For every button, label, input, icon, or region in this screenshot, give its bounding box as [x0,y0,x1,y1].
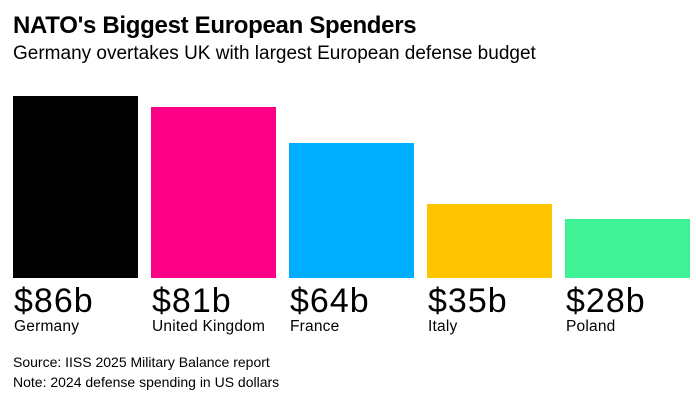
bar-chart: $86b Germany $81b United Kingdom $64b Fr… [13,96,690,336]
bar-column: $28b Poland [565,96,690,336]
source-note: Source: IISS 2025 Military Balance repor… [13,354,270,370]
data-note: Note: 2024 defense spending in US dollar… [13,374,280,390]
bar-column: $86b Germany [13,96,138,336]
bar-column: $81b United Kingdom [151,96,276,336]
chart-title: NATO's Biggest European Spenders [13,12,417,39]
bar-value-label: $81b [152,282,232,320]
bar-category-label: Germany [14,318,80,335]
bar [427,204,552,278]
bar [565,219,690,278]
bar-category-label: Poland [566,318,616,335]
bar-value-label: $64b [290,282,370,320]
chart-subtitle: Germany overtakes UK with largest Europe… [13,43,536,64]
bar-category-label: United Kingdom [152,318,266,335]
bar-column: $35b Italy [427,96,552,336]
bar-value-label: $86b [14,282,94,320]
bar-value-label: $35b [428,282,508,320]
bar [289,143,414,278]
footnotes: Source: IISS 2025 Military Balance repor… [13,352,279,392]
bar [13,96,138,278]
bar [151,107,276,278]
bar-column: $64b France [289,96,414,336]
bar-category-label: Italy [428,318,458,335]
bar-value-label: $28b [566,282,646,320]
bar-category-label: France [290,318,340,335]
